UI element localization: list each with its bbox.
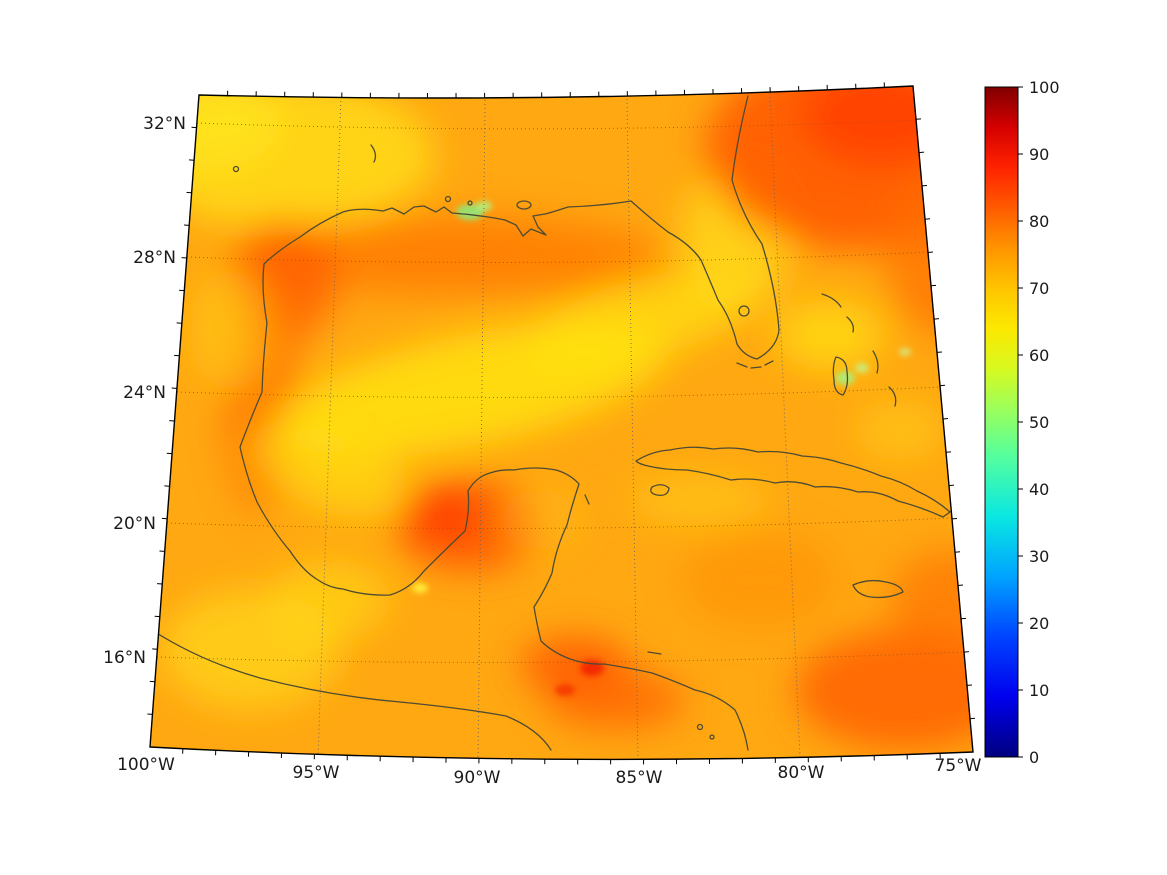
gridlines bbox=[156, 92, 965, 760]
coastline-cuba bbox=[635, 446, 951, 518]
coastline-cozumel bbox=[584, 494, 590, 505]
coastline-florida-keys bbox=[736, 360, 774, 369]
heatmap-field bbox=[150, 86, 973, 760]
coastline-north-america bbox=[239, 95, 780, 751]
lon-tick-label: 75°W bbox=[935, 756, 982, 776]
islet-2 bbox=[709, 734, 715, 740]
colorbar-tick-label: 40 bbox=[1029, 480, 1049, 499]
meridian-85w bbox=[626, 98, 639, 760]
coastal-lake-1 bbox=[444, 195, 452, 203]
colorbar: 100 90 80 70 60 50 40 30 20 10 0 bbox=[984, 78, 1060, 767]
lat-tick-label: 24°N bbox=[123, 383, 166, 403]
colorbar-gradient bbox=[984, 86, 1019, 758]
inland-river bbox=[370, 144, 377, 163]
colorbar-labels: 100 90 80 70 60 50 40 30 20 10 0 bbox=[1029, 78, 1060, 767]
coastline-grand-bahama bbox=[821, 293, 842, 308]
meridian-80w bbox=[769, 92, 801, 758]
lon-tick-label: 95°W bbox=[293, 763, 340, 783]
coastline-abaco bbox=[846, 316, 855, 333]
lon-tick-label: 90°W bbox=[454, 768, 501, 788]
parallel-20n bbox=[166, 517, 953, 529]
parallel-16n bbox=[156, 651, 965, 663]
inland-lake-texas bbox=[232, 165, 240, 173]
lat-tick-label: 28°N bbox=[133, 248, 176, 268]
coastline-exuma bbox=[888, 386, 897, 407]
colorbar-tick-label: 80 bbox=[1029, 212, 1049, 231]
colorbar-tick-label: 0 bbox=[1029, 748, 1039, 767]
colorbar-tick-marks bbox=[1018, 86, 1023, 758]
colorbar-tick-label: 30 bbox=[1029, 547, 1049, 566]
lon-tick-label: 85°W bbox=[616, 768, 663, 788]
parallel-32n bbox=[196, 119, 917, 130]
lat-tick-label: 16°N bbox=[103, 648, 146, 668]
coastline-eleuthera bbox=[872, 350, 879, 374]
coastline-pacific-mexico bbox=[151, 629, 552, 751]
colorbar-tick-label: 10 bbox=[1029, 681, 1049, 700]
colorbar-tick-label: 100 bbox=[1029, 78, 1060, 97]
coastal-lake-2 bbox=[467, 200, 473, 206]
coastline-roatan bbox=[647, 651, 662, 655]
colorbar-tick-label: 90 bbox=[1029, 145, 1049, 164]
colorbar-tick-label: 50 bbox=[1029, 413, 1049, 432]
lon-tick-label: 80°W bbox=[778, 763, 825, 783]
lake-pontchartrain bbox=[516, 200, 532, 210]
islet-1 bbox=[696, 723, 704, 731]
lon-axis: 100°W 95°W 90°W 85°W 80°W 75°W bbox=[117, 755, 982, 788]
lat-axis: 32°N 28°N 24°N 20°N 16°N bbox=[103, 114, 186, 668]
lat-tick-label: 20°N bbox=[113, 514, 156, 534]
colorbar-tick-label: 20 bbox=[1029, 614, 1049, 633]
coastline-andros bbox=[832, 356, 849, 396]
lake-okeechobee bbox=[738, 305, 750, 317]
colorbar-tick-label: 60 bbox=[1029, 346, 1049, 365]
coastline-jamaica bbox=[852, 579, 904, 599]
colorbar-tick-label: 70 bbox=[1029, 279, 1049, 298]
lon-tick-label: 100°W bbox=[117, 755, 175, 775]
parallel-24n bbox=[176, 386, 941, 398]
coastlines bbox=[151, 95, 951, 751]
coastline-isla-juventud bbox=[650, 484, 670, 496]
frame-ticks bbox=[147, 82, 976, 765]
map-border bbox=[149, 85, 974, 761]
lat-tick-label: 32°N bbox=[143, 114, 186, 134]
